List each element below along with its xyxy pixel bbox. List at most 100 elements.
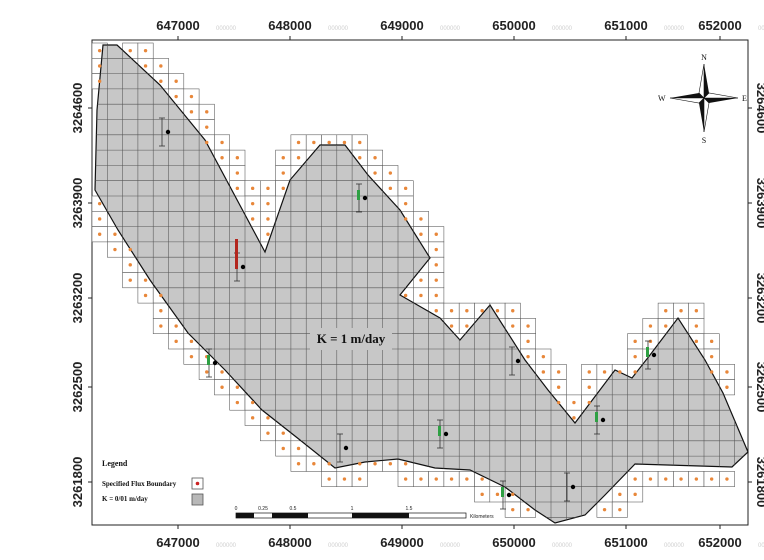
flux-point xyxy=(633,339,637,344)
flux-point xyxy=(205,110,209,114)
flux-point xyxy=(266,431,270,435)
flux-point xyxy=(220,140,224,145)
x-tick-top-label: 652000 xyxy=(698,18,741,33)
flux-point xyxy=(159,309,163,313)
flux-point xyxy=(725,385,729,389)
x-tick-top-watermark: 000000 xyxy=(216,26,237,32)
y-tick-right-label: 3262500 xyxy=(754,362,764,413)
flux-point xyxy=(434,247,438,252)
scale-tick-0: 0 xyxy=(235,506,238,512)
x-tick-top-watermark: 000000 xyxy=(664,26,685,32)
x-tick-top-label: 647000 xyxy=(156,18,199,33)
flux-point xyxy=(388,171,393,175)
y-tick-left-label: 3264600 xyxy=(70,83,85,134)
flux-point xyxy=(709,339,714,344)
flux-point xyxy=(128,247,132,252)
flux-point xyxy=(97,48,102,53)
flux-point xyxy=(526,354,530,359)
flux-point xyxy=(434,309,438,313)
flux-point xyxy=(633,477,637,481)
x-tick-bottom-label: 648000 xyxy=(268,535,311,550)
scale-tick-4: 1.5 xyxy=(406,506,413,512)
flux-point xyxy=(220,156,224,160)
flux-point xyxy=(434,232,438,236)
y-tick-left-label: 3263900 xyxy=(70,178,85,229)
flux-point xyxy=(403,293,408,298)
flux-point xyxy=(312,140,316,145)
flux-point xyxy=(679,477,683,481)
flux-point xyxy=(541,370,546,374)
flux-point xyxy=(235,385,240,389)
flux-point xyxy=(434,477,438,481)
observation-well xyxy=(437,419,449,449)
flux-point xyxy=(235,400,240,405)
flux-point xyxy=(572,416,576,420)
observation-well xyxy=(356,183,368,213)
flux-point xyxy=(633,370,637,374)
flux-point xyxy=(694,309,699,313)
x-tick-bottom-watermark: 000000 xyxy=(328,543,349,549)
x-tick-bottom-watermark: 000000 xyxy=(440,543,461,549)
flux-point xyxy=(159,79,163,83)
observation-well xyxy=(564,472,576,502)
flux-point xyxy=(618,507,622,512)
flux-point xyxy=(296,156,301,160)
flux-point xyxy=(403,217,408,221)
flux-point xyxy=(174,324,178,328)
zone-label-box: K = 1 m/day xyxy=(310,328,392,350)
flux-point xyxy=(526,324,530,328)
x-tick-top-label: 648000 xyxy=(268,18,311,33)
flux-point xyxy=(556,400,561,405)
flux-point xyxy=(296,446,301,451)
flux-point xyxy=(495,309,500,313)
flux-point xyxy=(511,492,515,497)
flux-point xyxy=(327,477,331,481)
compass-s: S xyxy=(702,136,706,145)
flux-point xyxy=(465,324,469,328)
flux-point xyxy=(618,370,622,374)
flux-point xyxy=(587,385,591,389)
flux-point xyxy=(465,477,469,481)
observation-well xyxy=(500,480,512,510)
flux-point xyxy=(419,232,423,236)
flux-point xyxy=(235,171,240,175)
flux-point xyxy=(358,140,362,145)
x-axis-bottom: 647000 000000 648000 000000 649000 000000 6500… xyxy=(156,525,764,550)
flux-point xyxy=(526,339,530,344)
observation-well xyxy=(234,239,246,282)
zone-label: K = 1 m/day xyxy=(317,331,386,346)
flux-point xyxy=(358,156,362,160)
flux-point xyxy=(694,324,699,328)
flux-point xyxy=(113,232,117,236)
flux-point xyxy=(511,324,515,328)
y-axis-right: 3264600 3263900 3263200 3262500 3261800 xyxy=(748,83,764,507)
flux-point xyxy=(511,507,515,512)
flux-point xyxy=(266,217,270,221)
flux-point xyxy=(327,140,331,145)
flux-point xyxy=(205,370,209,374)
flux-point xyxy=(419,293,423,298)
scale-unit: Kilometers xyxy=(470,514,494,520)
flux-point xyxy=(97,64,102,68)
flux-point xyxy=(250,186,255,191)
flux-point xyxy=(664,309,668,313)
scale-tick-2: 0.5 xyxy=(290,506,297,512)
flux-point xyxy=(342,140,347,145)
flux-point xyxy=(419,477,423,481)
flux-point xyxy=(113,247,117,252)
compass-e: E xyxy=(742,94,747,103)
flux-point xyxy=(373,171,377,175)
flux-point xyxy=(449,477,454,481)
flux-point xyxy=(419,217,423,221)
flux-point xyxy=(266,186,270,191)
x-tick-bottom-watermark: 000000 xyxy=(664,543,685,549)
flux-point xyxy=(250,201,255,206)
flux-point xyxy=(97,217,102,221)
compass-w: W xyxy=(658,94,666,103)
flux-point xyxy=(725,477,729,481)
flux-point xyxy=(189,110,194,114)
flux-point xyxy=(434,278,438,282)
flux-point xyxy=(220,370,224,374)
legend-title: Legend xyxy=(102,459,128,468)
